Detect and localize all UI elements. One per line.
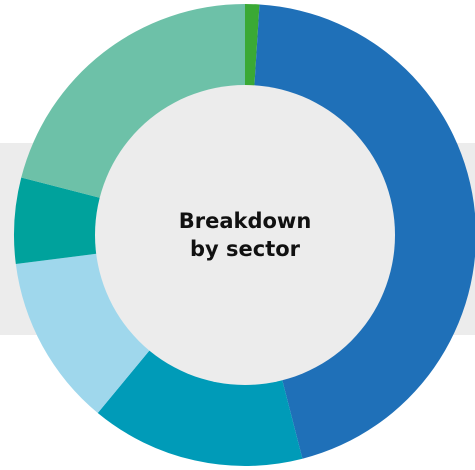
- donut-segment: [245, 4, 260, 88]
- donut-segment: [14, 177, 102, 264]
- center-label: Breakdown: [179, 209, 312, 233]
- donut-segment: [15, 253, 151, 413]
- donut: [14, 4, 475, 467]
- donut-segment: [21, 4, 245, 199]
- donut-segment: [254, 4, 475, 459]
- donut-segment: [97, 349, 303, 467]
- center-label: by sector: [190, 237, 301, 261]
- donut-hole: [95, 85, 395, 385]
